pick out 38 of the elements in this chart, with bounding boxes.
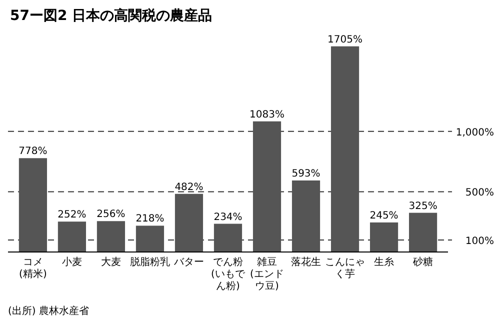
- bar: [174, 194, 204, 252]
- bar: [214, 224, 242, 252]
- ref-line-label: 100%: [465, 236, 494, 247]
- x-tick-label: コメ (精米): [19, 257, 47, 280]
- data-label: 218%: [136, 214, 164, 225]
- x-tick-label: バター: [172, 257, 204, 268]
- bar: [252, 121, 282, 252]
- x-tick-label: 落花生: [291, 256, 322, 268]
- data-label: 593%: [292, 168, 320, 180]
- data-label: 245%: [370, 210, 398, 222]
- x-tick-label: 砂糖: [412, 256, 434, 268]
- x-tick-label: 脱脂粉乳: [130, 256, 170, 268]
- text: (出所) 農林水産省: [8, 305, 89, 317]
- bar: [330, 46, 360, 252]
- bar: [136, 226, 164, 252]
- data-label: 1083%: [250, 109, 284, 120]
- data-label: 778%: [18, 146, 48, 158]
- data-label: 252%: [58, 210, 86, 221]
- data-label: 325%: [408, 200, 438, 212]
- x-tick-label: 雑豆 (エンドウ豆): [250, 256, 284, 292]
- ref-line-label: 1,000%: [456, 127, 494, 138]
- bar: [18, 158, 48, 252]
- bar: [292, 180, 320, 252]
- chart-title: 57ー図2 日本の高関税の農産品: [10, 7, 212, 24]
- bar: [96, 221, 126, 252]
- data-label: 256%: [96, 209, 126, 220]
- data-label: 234%: [214, 212, 242, 223]
- data-label: 482%: [174, 182, 204, 193]
- ref-line-label: 500%: [465, 188, 494, 199]
- bar: [370, 222, 398, 252]
- x-tick-label: でん粉 (いもでん粉): [211, 256, 246, 292]
- x-tick-label: 大麦: [100, 256, 121, 268]
- bar: [408, 212, 438, 252]
- x-tick-label: 小麦: [62, 256, 82, 268]
- bar: [58, 222, 86, 252]
- x-tick-label: こんにゃく芋: [325, 257, 366, 280]
- data-label: 1705%: [328, 34, 362, 46]
- x-tick-label: 生糸: [374, 256, 394, 268]
